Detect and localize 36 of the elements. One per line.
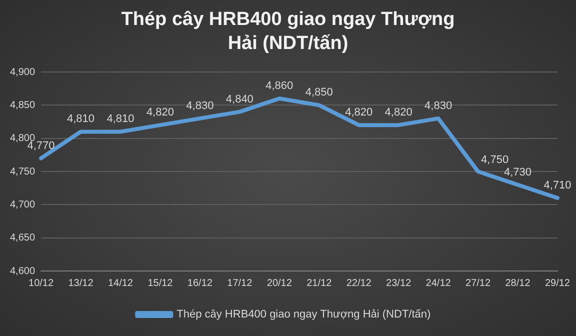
y-tick-label: 4,600 <box>10 266 36 277</box>
x-tick-label: 16/12 <box>187 278 213 289</box>
y-tick-label: 4,850 <box>10 100 36 111</box>
x-tick-label: 28/12 <box>505 278 531 289</box>
x-tick-label: 13/12 <box>68 278 94 289</box>
x-tick-label: 24/12 <box>426 278 452 289</box>
data-label: 4,860 <box>266 80 294 92</box>
data-label: 4,850 <box>305 86 333 99</box>
y-tick-label: 4,650 <box>10 232 36 244</box>
y-tick-label: 4,700 <box>10 199 36 210</box>
data-label: 4,840 <box>226 93 254 106</box>
y-tick-label: 4,900 <box>10 66 36 78</box>
x-tick-label: 22/12 <box>346 278 372 289</box>
data-label: 4,830 <box>424 100 452 112</box>
data-label: 4,820 <box>146 106 174 119</box>
data-label: 4,820 <box>345 106 373 119</box>
x-tick-label: 20/12 <box>266 278 292 289</box>
x-tick-label: 14/12 <box>108 278 134 289</box>
x-tick-label: 10/12 <box>28 278 54 289</box>
data-label: 4,730 <box>504 166 532 178</box>
data-label: 4,810 <box>106 113 134 126</box>
data-label: 4,710 <box>544 180 572 192</box>
data-label: 4,820 <box>384 106 412 119</box>
data-label: 4,750 <box>481 154 509 166</box>
y-tick-label: 4,750 <box>10 166 36 178</box>
x-tick-label: 27/12 <box>466 278 491 289</box>
legend-label: Thép cây HRB400 giao ngay Thượng Hải (NDT/tấn) <box>176 308 431 321</box>
x-tick-label: 23/12 <box>386 278 412 289</box>
data-label: 4,810 <box>66 113 95 126</box>
chart-title: Thép cây HRB400 giao ngay Thượng Hải (NDT/tấn) <box>120 8 456 56</box>
x-tick-label: 15/12 <box>148 278 174 289</box>
x-tick-label: 21/12 <box>306 278 332 289</box>
data-label: 4,830 <box>186 100 214 112</box>
x-tick-label: 29/12 <box>544 278 570 289</box>
x-tick-label: 17/12 <box>227 278 253 289</box>
data-label: 4,770 <box>27 140 55 152</box>
